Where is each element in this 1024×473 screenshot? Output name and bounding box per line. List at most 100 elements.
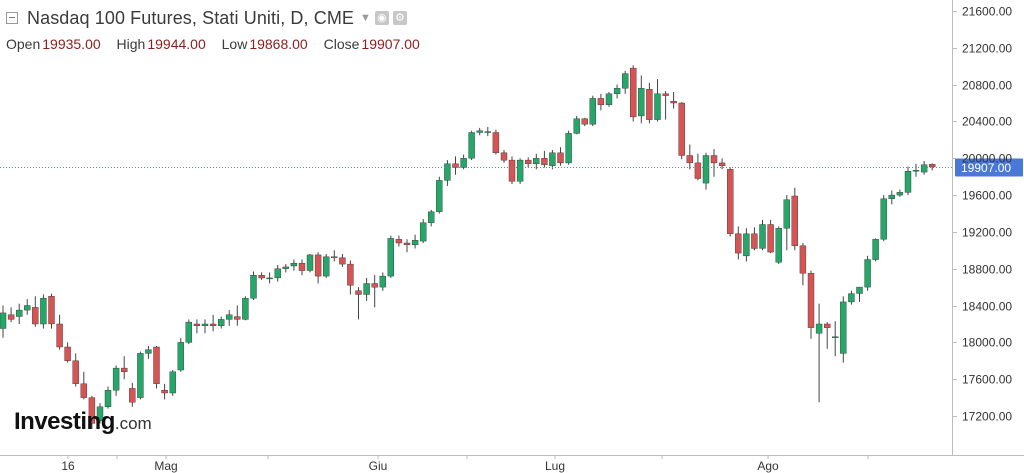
candle-down [120, 367, 128, 373]
candle-down [508, 159, 516, 182]
ohlc-values: Open 19935.00 High 19944.00 Low 19868.00 Cl… [6, 36, 432, 52]
time-tick-label: Mag [154, 459, 177, 473]
price-tick-label: 20000.00 [962, 152, 1012, 166]
candle-down [234, 316, 241, 320]
candle-up [880, 198, 887, 240]
candle-up [549, 152, 556, 166]
low-label: Low [221, 36, 248, 52]
candle-up [137, 353, 144, 398]
candle-down [646, 88, 653, 120]
candles [0, 65, 936, 429]
candle-up [605, 93, 613, 106]
candle-up [242, 298, 249, 320]
price-tick-label: 19200.00 [962, 226, 1012, 240]
time-tick-label: Ago [757, 459, 779, 473]
candle-down [581, 118, 588, 125]
candle-down [500, 152, 508, 161]
candle-up [444, 163, 451, 181]
price-tick-label: 17200.00 [962, 410, 1012, 424]
candle-up [848, 293, 855, 303]
candle-down [662, 93, 669, 96]
candle-down [347, 263, 354, 286]
candle-up [613, 88, 621, 95]
candle-down [799, 245, 807, 274]
candle-down [371, 283, 378, 288]
candle-up [24, 305, 31, 311]
candle-up [201, 323, 209, 326]
candle-up [743, 233, 750, 257]
candle-up [0, 312, 7, 329]
candle-up [379, 275, 386, 288]
candle-down [193, 323, 201, 326]
candle-up [250, 275, 257, 299]
candle-up [759, 224, 766, 249]
price-tick-label: 17600.00 [962, 373, 1012, 387]
candle-down [791, 195, 798, 246]
candle-up [266, 277, 273, 280]
candle-down [48, 296, 55, 325]
candle-up [217, 319, 225, 326]
collapse-legend-button[interactable] [6, 12, 18, 24]
candle-up [573, 118, 580, 134]
candle-down [824, 323, 831, 328]
time-tick-label: 16 [61, 459, 75, 473]
logo-main: Investing [14, 408, 115, 435]
candle-up [225, 314, 233, 320]
candle-down [209, 323, 217, 326]
high-value: 19944.00 [147, 36, 206, 52]
time-tick-label: Lug [545, 459, 565, 473]
candle-up [476, 130, 483, 133]
candle-down [751, 233, 758, 249]
candle-up [169, 371, 176, 394]
candle-up [864, 259, 871, 288]
candle-down [492, 132, 500, 153]
gear-icon[interactable]: ⚙ [392, 11, 407, 25]
candle-up [775, 227, 782, 263]
candle-up [638, 88, 645, 117]
candle-up [622, 73, 629, 89]
candle-up [872, 239, 879, 260]
price-axis: 21600.00 21200.00 20800.00 20400.00 20000.00… [952, 0, 1012, 455]
candle-up [888, 194, 895, 200]
candle-up [420, 222, 427, 242]
candle-down [161, 390, 168, 394]
candle-down [258, 275, 265, 279]
candle-up [16, 309, 23, 317]
candle-down [314, 254, 322, 277]
price-tick-label: 18800.00 [962, 263, 1012, 277]
candle-up [589, 98, 596, 125]
chevron-down-icon[interactable]: ▼ [360, 12, 371, 24]
candle-down [339, 257, 346, 265]
settings-icon[interactable]: ◉ [374, 11, 389, 25]
candle-down [153, 346, 160, 384]
candle-up [96, 406, 104, 421]
close-value: 19907.00 [361, 36, 420, 52]
logo-suffix: .com [114, 414, 152, 433]
candle-down [541, 158, 548, 165]
candle-down [129, 388, 136, 403]
candle-up [896, 192, 904, 196]
candle-up [290, 263, 298, 267]
candle-up [565, 133, 572, 164]
candle-down [727, 169, 734, 234]
time-tick-label: Giu [369, 459, 388, 473]
candle-up [460, 158, 467, 168]
price-tick-label: 20800.00 [962, 79, 1012, 93]
open-value: 19935.00 [42, 36, 101, 52]
low-value: 19868.00 [249, 36, 308, 52]
candle-down [525, 159, 532, 165]
price-tick-label: 21200.00 [962, 42, 1012, 56]
candle-up [282, 266, 289, 269]
candle-down [670, 100, 677, 104]
last-price-label: 19907.00 [961, 161, 1011, 175]
high-label: High [116, 36, 146, 52]
candle-down [686, 155, 693, 164]
candle-up [904, 170, 912, 193]
candle-up [783, 199, 790, 229]
price-tick-label: 18400.00 [962, 300, 1012, 314]
candle-down [7, 314, 15, 320]
instrument-title: Nasdaq 100 Futures, Stati Uniti, D, CME [27, 7, 355, 28]
candle-down [718, 162, 726, 166]
last-price-badge [955, 158, 1023, 177]
